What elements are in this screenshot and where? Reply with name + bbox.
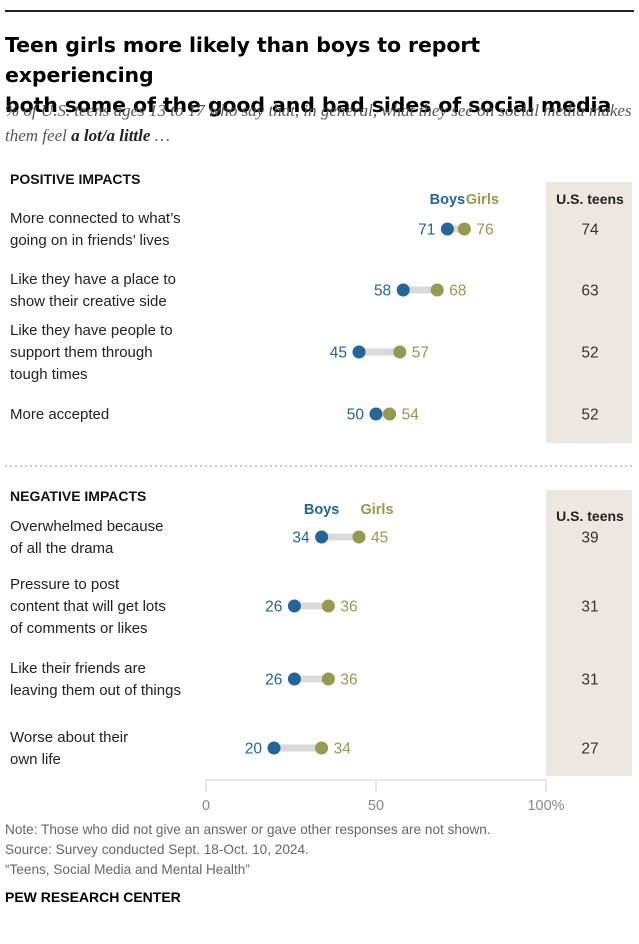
footer-note: Note: Those who did not give an answer o…: [5, 822, 491, 837]
category-label: content that will get lots: [10, 598, 166, 615]
boys-value-label: 26: [265, 672, 282, 689]
category-label: Like they have people to: [10, 322, 173, 339]
us-teens-value: 31: [581, 599, 598, 616]
category-label: own life: [10, 751, 61, 768]
category-label: leaving them out of things: [10, 682, 181, 699]
pew-brand: PEW RESEARCH CENTER: [5, 889, 181, 905]
girls-value-label: 54: [402, 407, 420, 424]
category-label: Like their friends are: [10, 660, 146, 677]
girls-dot: [315, 741, 329, 755]
girls-value-label: 68: [449, 283, 466, 300]
x-tick-label: 100%: [527, 798, 564, 814]
chart-subtitle: % of U.S. teens ages 13 to 17 who say th…: [5, 98, 634, 148]
legend-girls: Girls: [466, 192, 499, 208]
us-teens-value: 52: [581, 407, 598, 424]
girls-value-label: 36: [340, 599, 357, 616]
subtitle-emphasis: a lot/a little: [71, 126, 151, 145]
us-teens-column: [546, 182, 632, 443]
boys-dot: [440, 222, 454, 236]
legend-boys: Boys: [430, 192, 465, 208]
girls-value-label: 45: [371, 530, 388, 547]
boys-value-label: 34: [292, 530, 310, 547]
us-teens-value: 52: [581, 345, 598, 362]
girls-value-label: 36: [340, 672, 357, 689]
us-teens-value: 74: [581, 222, 599, 239]
subtitle-suffix: …: [150, 126, 170, 145]
category-label: show their creative side: [10, 293, 167, 310]
girls-dot: [321, 599, 335, 613]
legend-boys: Boys: [304, 502, 339, 518]
girls-dot: [393, 345, 407, 359]
girls-value-label: 57: [412, 345, 429, 362]
category-label: Overwhelmed because: [10, 518, 163, 535]
us-teens-header: U.S. teens: [556, 191, 624, 207]
girls-value-label: 76: [476, 222, 493, 239]
title-line-1: Teen girls more likely than boys to repo…: [5, 33, 481, 87]
footer-source: Source: Survey conducted Sept. 18-Oct. 1…: [5, 842, 309, 857]
girls-dot: [383, 407, 397, 421]
category-label: going on in friends’ lives: [10, 232, 170, 249]
boys-dot: [287, 599, 301, 613]
us-teens-value: 63: [581, 283, 598, 300]
category-label: Worse about their: [10, 729, 128, 746]
title-line-2: both some of the good and bad sides of s…: [5, 93, 612, 117]
us-teens-column: [546, 490, 632, 776]
subtitle-prefix: % of U.S. teens ages 13 to 17 who say th…: [5, 101, 632, 145]
group-title: NEGATIVE IMPACTS: [10, 488, 146, 504]
girls-value-label: 34: [334, 741, 352, 758]
girls-dot: [430, 283, 444, 297]
boys-dot: [267, 741, 281, 755]
legend-girls: Girls: [360, 502, 393, 518]
boys-dot: [352, 345, 366, 359]
boys-dot: [315, 530, 329, 544]
x-tick-label: 50: [368, 798, 384, 814]
girls-dot: [321, 672, 335, 686]
footer-report: “Teens, Social Media and Mental Health”: [5, 862, 250, 877]
boys-value-label: 71: [418, 222, 435, 239]
boys-value-label: 58: [374, 283, 391, 300]
category-label: of all the drama: [10, 540, 114, 557]
category-label: of comments or likes: [10, 620, 148, 637]
boys-dot: [369, 407, 383, 421]
boys-value-label: 20: [245, 741, 263, 758]
us-teens-header: U.S. teens: [556, 508, 624, 524]
category-label: support them through: [10, 344, 153, 361]
us-teens-value: 39: [581, 530, 598, 547]
category-label: tough times: [10, 366, 88, 383]
top-rule: [5, 10, 634, 12]
boys-value-label: 50: [347, 407, 365, 424]
girls-dot: [457, 222, 471, 236]
x-tick-label: 0: [202, 798, 210, 814]
us-teens-value: 27: [581, 741, 598, 758]
boys-value-label: 45: [330, 345, 347, 362]
category-label: More connected to what’s: [10, 210, 181, 227]
boys-dot: [396, 283, 410, 297]
chart-title: Teen girls more likely than boys to repo…: [5, 30, 634, 120]
girls-dot: [352, 530, 366, 544]
boys-dot: [287, 672, 301, 686]
category-label: Like they have a place to: [10, 271, 176, 288]
group-title: POSITIVE IMPACTS: [10, 171, 140, 187]
category-label: Pressure to post: [10, 576, 120, 593]
category-label: More accepted: [10, 406, 109, 423]
us-teens-value: 31: [581, 672, 598, 689]
boys-value-label: 26: [265, 599, 282, 616]
